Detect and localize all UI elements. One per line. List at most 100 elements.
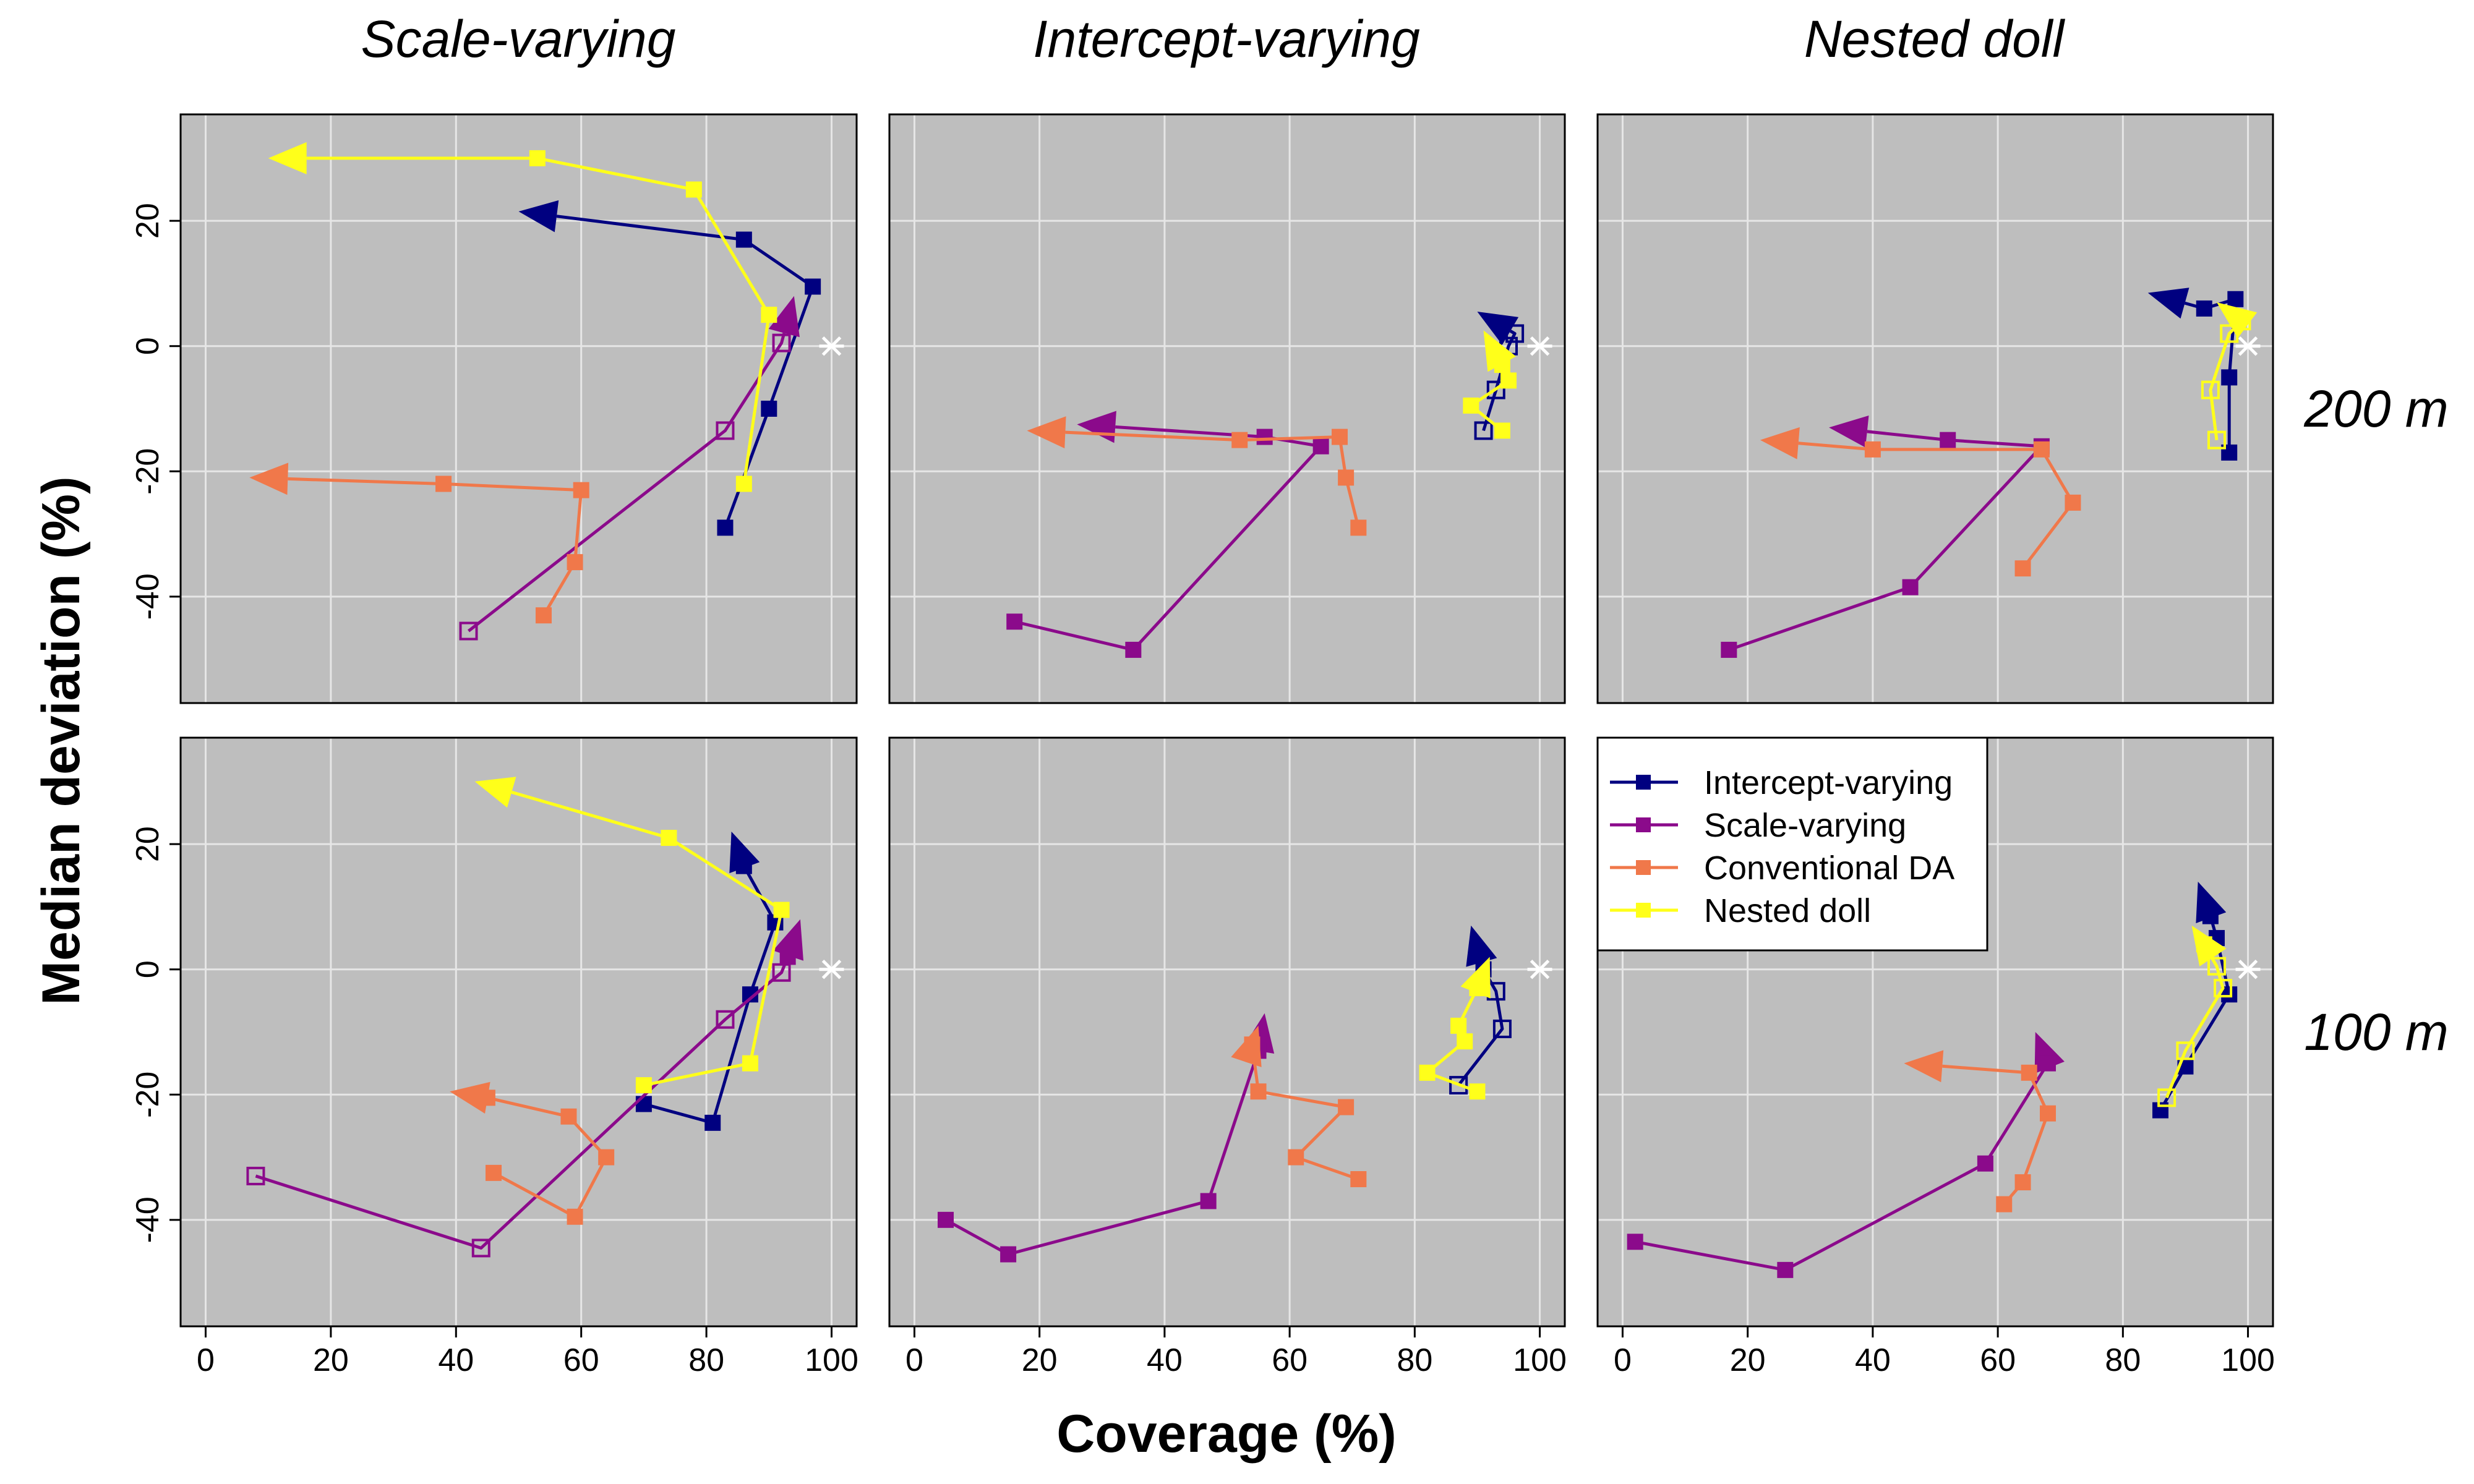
x-tick-label: 100: [1513, 1342, 1567, 1378]
target-marker: [2235, 336, 2261, 356]
series-scale-varying: [459, 296, 800, 641]
data-point-nested-doll: [1500, 372, 1517, 389]
series-scale-varying: [246, 919, 803, 1258]
data-point-nested-doll: [735, 475, 752, 492]
legend-marker: [1636, 775, 1651, 790]
data-point-scale-varying: [938, 1211, 954, 1228]
data-point-conventional-da: [1338, 469, 1355, 486]
data-point-intercept-varying: [1474, 421, 1493, 440]
data-point-intercept-varying: [2221, 369, 2238, 386]
x-tick-label: 0: [197, 1342, 215, 1378]
data-point-scale-varying: [716, 421, 735, 440]
data-point-nested-doll: [635, 1077, 652, 1094]
x-axis-title: Coverage (%): [1056, 1404, 1397, 1464]
arrow-head-intercept-varying: [1477, 312, 1519, 345]
data-point-scale-varying: [772, 333, 791, 352]
target-marker: [819, 959, 844, 979]
data-point-scale-varying: [1000, 1246, 1017, 1263]
y-tick-label: -40: [130, 1196, 166, 1243]
data-point-nested-doll: [1469, 1083, 1486, 1100]
y-tick-label: -20: [130, 448, 166, 495]
legend-label: Nested doll: [1704, 892, 1871, 929]
x-tick-label: 20: [1730, 1342, 1766, 1378]
series-group: [246, 777, 803, 1258]
data-point-conventional-da: [1250, 1083, 1267, 1100]
series-conventional-da: [450, 1081, 615, 1225]
legend-box: [1596, 736, 1988, 952]
data-point-nested-doll: [1463, 397, 1479, 414]
data-point-conventional-da: [535, 607, 552, 624]
panel-intercept-varying-100-m: 0 20 40 60 80 100: [888, 736, 1567, 1378]
data-point-nested-doll: [529, 150, 546, 166]
x-tick-label: 40: [438, 1342, 474, 1378]
data-point-nested-doll: [1494, 357, 1510, 373]
data-point-scale-varying: [1125, 641, 1142, 658]
series-nested-doll: [2201, 302, 2258, 450]
x-tick-label: 60: [1272, 1342, 1308, 1378]
panel-background: [889, 114, 1565, 703]
series-line-intercept-varying: [1482, 330, 1517, 432]
data-point-intercept-varying: [704, 1114, 721, 1131]
data-point-conventional-da: [2065, 494, 2081, 511]
series-group: [1627, 881, 2238, 1278]
series-scale-varying: [1627, 1032, 2065, 1278]
panel-frame: [179, 113, 858, 704]
legend-label: Scale-varying: [1704, 807, 1906, 844]
data-point-nested-doll: [1469, 980, 1486, 997]
row-title-200m: 200 m: [2303, 380, 2448, 438]
series-group: [938, 925, 1512, 1263]
data-point-intercept-varying: [2196, 300, 2212, 317]
panel-scale-varying-200-m: -40 -20 0 20: [130, 113, 858, 704]
series-nested-doll: [1463, 330, 1517, 439]
x-tick-label: 80: [1397, 1342, 1432, 1378]
series-nested-doll: [268, 142, 777, 492]
data-point-nested-doll: [2232, 312, 2251, 331]
col-title-scale-varying: Scale-varying: [361, 10, 676, 68]
data-point-intercept-varying: [2227, 291, 2244, 307]
x-tick-label: 20: [1022, 1342, 1058, 1378]
y-tick-label: 0: [130, 337, 166, 355]
data-point-nested-doll: [2196, 936, 2212, 953]
data-point-scale-varying: [1200, 1193, 1217, 1209]
y-tick-label: 0: [130, 960, 166, 978]
data-point-scale-varying: [1627, 1234, 1643, 1250]
data-point-nested-doll: [2214, 979, 2233, 998]
x-tick-label: 100: [2221, 1342, 2275, 1378]
y-tick-label: 20: [130, 826, 166, 862]
panel-frame: [1596, 113, 2274, 704]
target-marker: [1527, 959, 1552, 979]
data-point-scale-varying: [1721, 641, 1737, 658]
arrow-head-nested-doll: [1483, 330, 1517, 372]
series-nested-doll: [2157, 925, 2233, 1107]
col-title-nested-doll: Nested doll: [1804, 10, 2066, 68]
data-point-scale-varying: [1940, 432, 1956, 448]
data-point-conventional-da: [598, 1149, 615, 1166]
series-conventional-da: [1760, 427, 2081, 577]
series-conventional-da: [1027, 416, 1367, 536]
arrow-head-nested-doll: [268, 142, 307, 174]
series-nested-doll: [1419, 957, 1491, 1100]
x-tick-label: 0: [905, 1342, 923, 1378]
data-point-nested-doll: [773, 902, 790, 918]
x-tick-label: 100: [805, 1342, 858, 1378]
data-point-conventional-da: [567, 1208, 583, 1225]
legend-label: Intercept-varying: [1704, 764, 1953, 801]
target-marker: [819, 336, 844, 356]
data-point-conventional-da: [1996, 1196, 2013, 1213]
data-point-scale-varying: [471, 1239, 490, 1258]
data-point-conventional-da: [1244, 1036, 1261, 1053]
data-point-scale-varying: [1256, 429, 1273, 445]
data-point-nested-doll: [1419, 1064, 1436, 1081]
data-point-conventional-da: [486, 1164, 502, 1181]
series-group: [1721, 288, 2258, 658]
data-point-intercept-varying: [1492, 1019, 1512, 1038]
data-point-scale-varying: [716, 1010, 735, 1029]
data-point-conventional-da: [1864, 441, 1881, 458]
data-point-conventional-da: [435, 475, 452, 492]
panel-background: [181, 114, 857, 703]
data-point-nested-doll: [685, 181, 702, 198]
arrow-head-scale-varying: [1829, 416, 1869, 448]
data-point-nested-doll: [2220, 324, 2239, 343]
series-conventional-da: [1904, 1050, 2056, 1213]
